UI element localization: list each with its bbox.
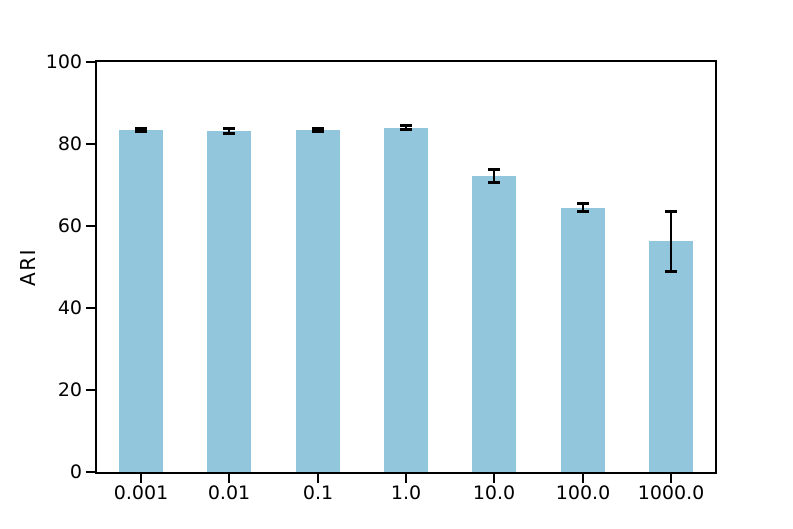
- x-tick-mark: [405, 474, 407, 483]
- x-tick-mark: [140, 474, 142, 483]
- y-tick-label: 40: [57, 297, 82, 319]
- x-tick-label: 100.0: [555, 482, 611, 504]
- y-tick-label: 0: [69, 461, 82, 483]
- bar: [649, 241, 693, 472]
- x-tick-mark: [228, 474, 230, 483]
- error-bar-cap: [488, 181, 500, 185]
- error-bar-line: [140, 128, 142, 132]
- bar: [561, 207, 605, 472]
- y-tick-mark: [86, 225, 95, 227]
- error-bar-line: [317, 128, 319, 132]
- x-tick-label: 1.0: [390, 482, 422, 504]
- error-bar-cap: [312, 126, 324, 130]
- error-bar-cap: [223, 126, 235, 130]
- x-tick-label: 0.1: [302, 482, 334, 504]
- error-bar-cap: [223, 131, 235, 135]
- y-tick-mark: [86, 471, 95, 473]
- y-tick-mark: [86, 389, 95, 391]
- error-bar-line: [405, 125, 407, 130]
- bar: [119, 130, 163, 472]
- y-tick-mark: [86, 143, 95, 145]
- y-tick-label: 60: [57, 215, 82, 237]
- bar: [207, 130, 251, 472]
- error-bar-line: [582, 203, 584, 212]
- y-tick-label: 100: [45, 51, 82, 73]
- error-bar-line: [228, 128, 230, 134]
- y-tick-label: 80: [57, 133, 82, 155]
- x-tick-mark: [317, 474, 319, 483]
- x-tick-label: 10.0: [472, 482, 516, 504]
- error-bar-cap: [665, 269, 677, 273]
- error-bar-cap: [135, 126, 147, 130]
- error-bar-line: [493, 169, 495, 183]
- x-tick-label: 0.001: [113, 482, 169, 504]
- y-axis-title: ARI: [16, 248, 40, 286]
- error-bar-cap: [400, 124, 412, 128]
- x-tick-label: 1000.0: [637, 482, 705, 504]
- error-bar-cap: [135, 130, 147, 134]
- x-tick-label: 0.01: [207, 482, 251, 504]
- error-bar-cap: [488, 168, 500, 172]
- error-bar-cap: [665, 209, 677, 213]
- bar: [384, 127, 428, 472]
- error-bar-line: [670, 211, 672, 272]
- error-bar-cap: [577, 201, 589, 205]
- x-tick-mark: [582, 474, 584, 483]
- error-bar-cap: [400, 127, 412, 131]
- y-tick-mark: [86, 61, 95, 63]
- error-bar-cap: [577, 210, 589, 214]
- x-tick-mark: [493, 474, 495, 483]
- y-tick-label: 20: [57, 379, 82, 401]
- bar: [296, 129, 340, 472]
- bar: [472, 176, 516, 472]
- x-tick-mark: [670, 474, 672, 483]
- y-tick-mark: [86, 307, 95, 309]
- error-bar-cap: [312, 129, 324, 133]
